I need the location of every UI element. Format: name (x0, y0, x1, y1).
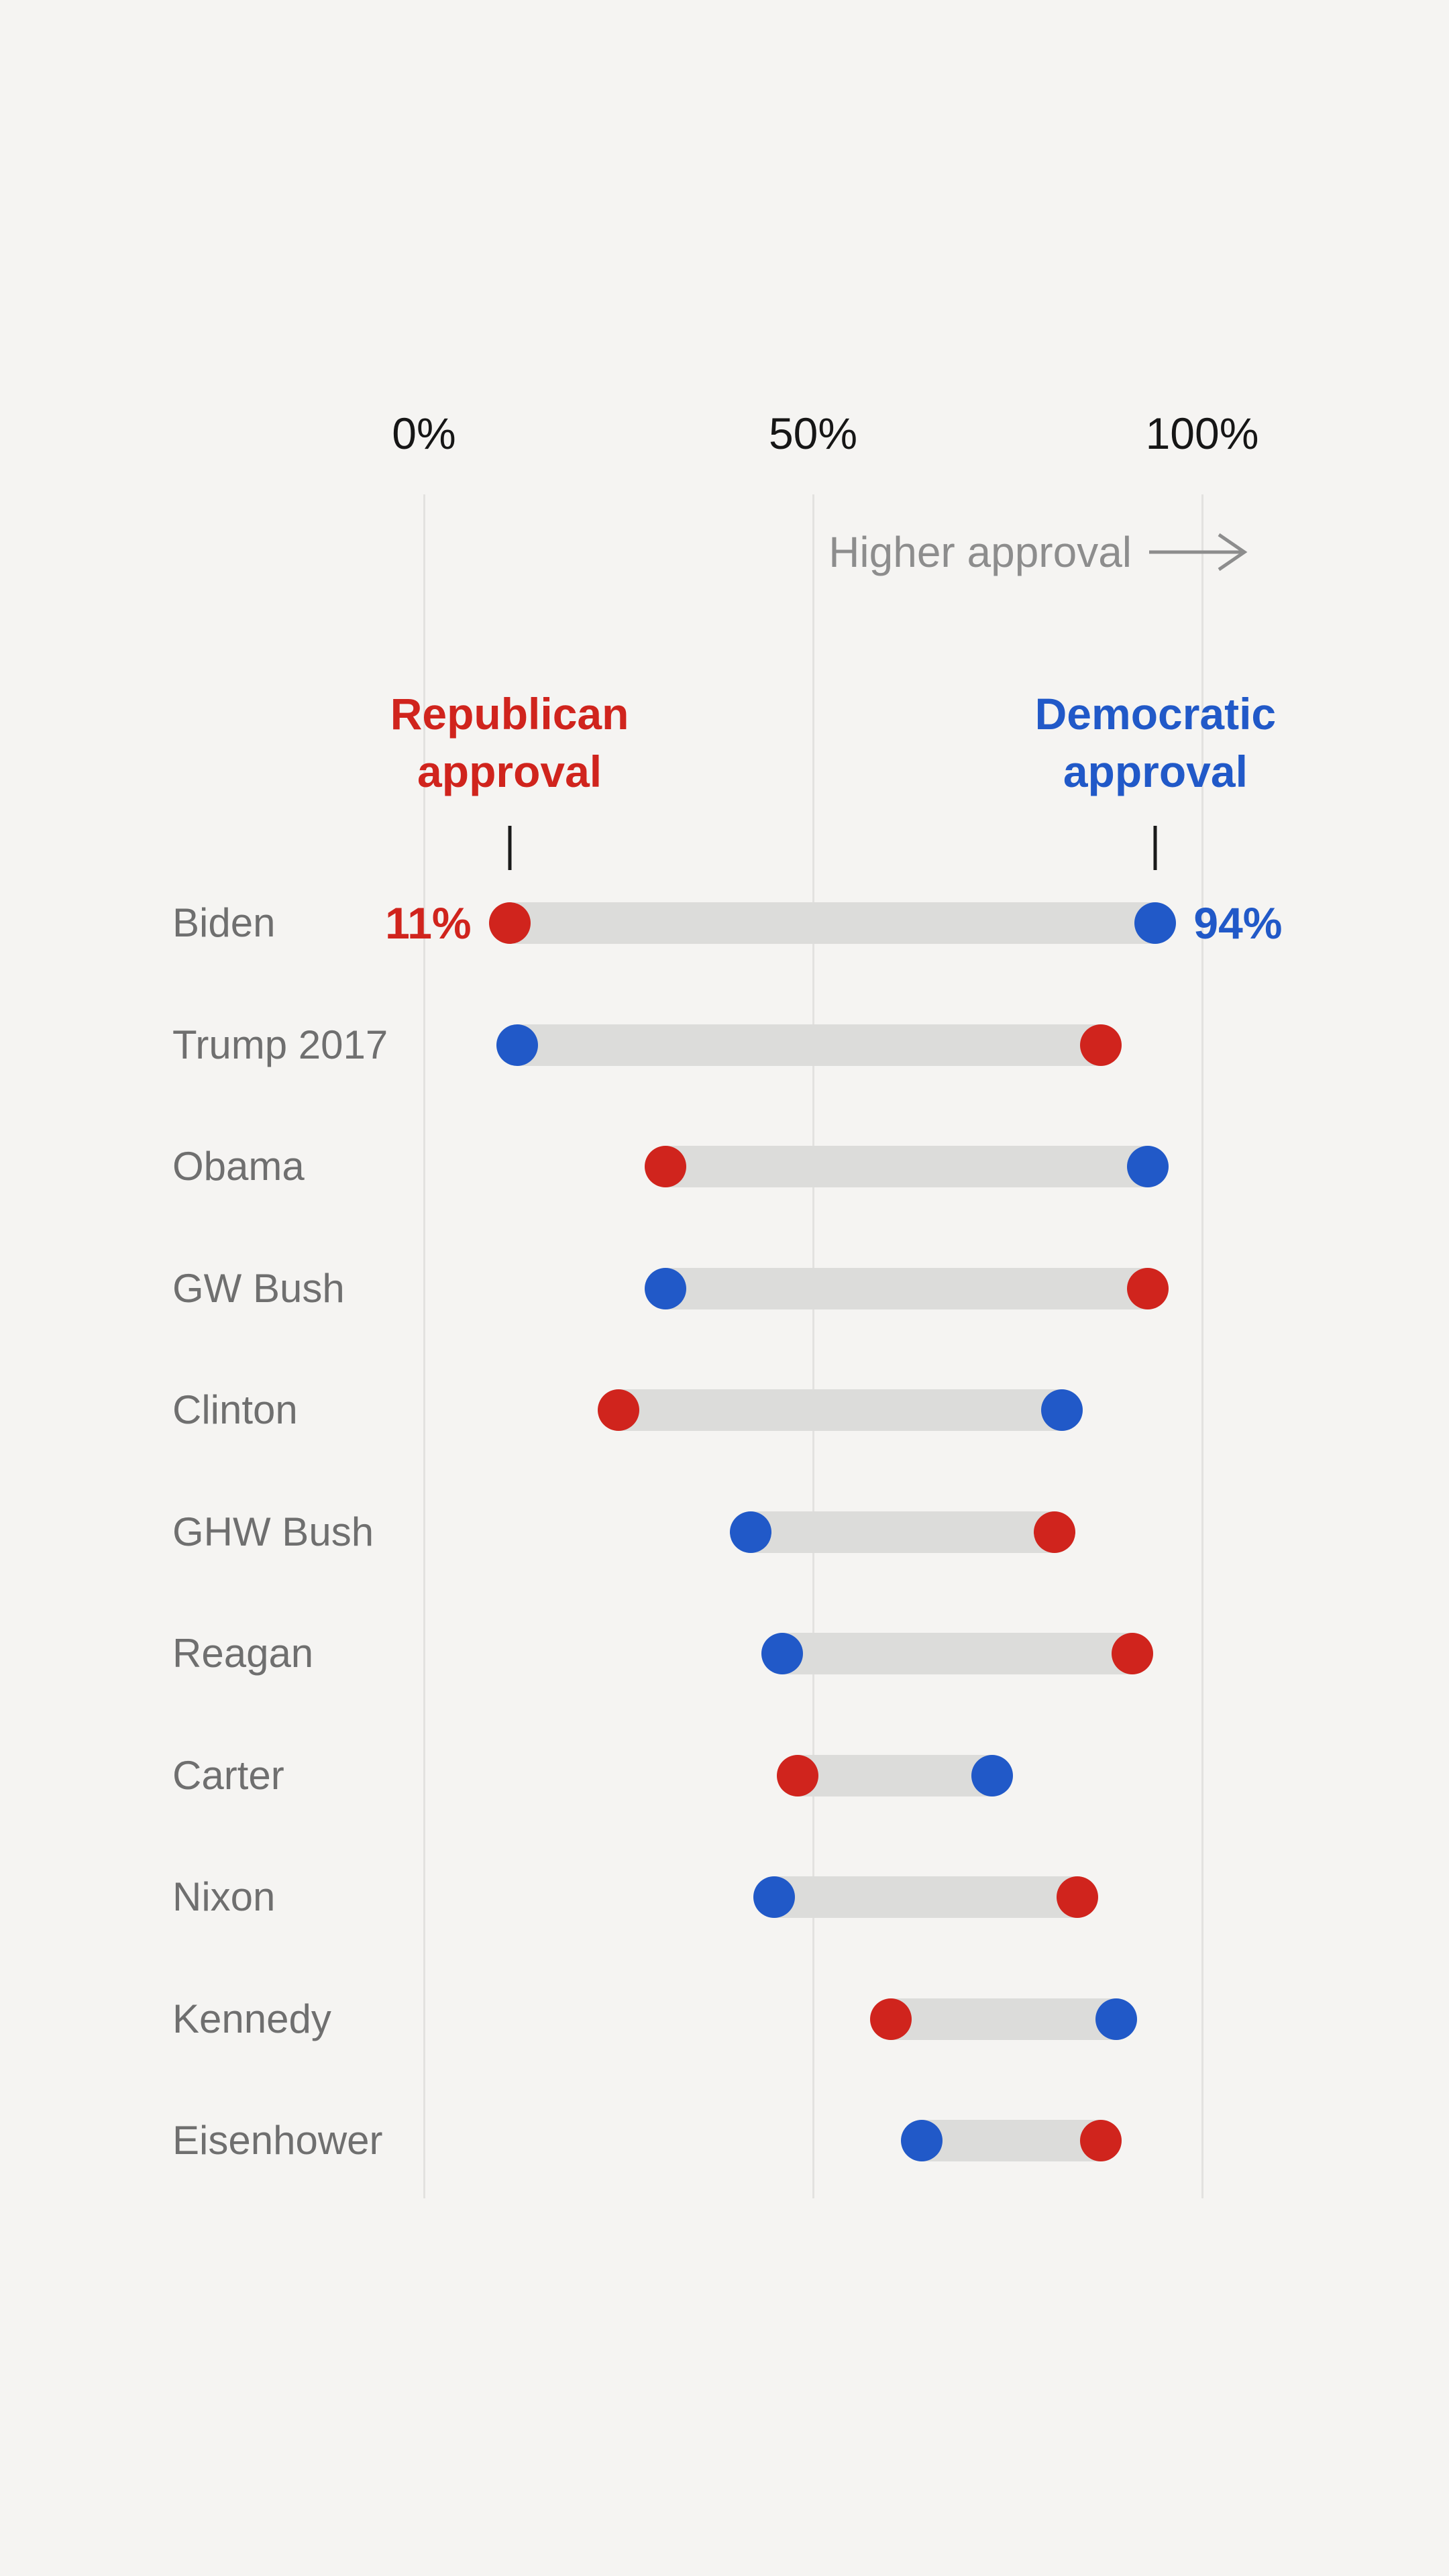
connector-bar (922, 2120, 1102, 2161)
democratic-dot (644, 1267, 686, 1309)
gridline-50pct (812, 494, 814, 2198)
republican-dot (1033, 1511, 1075, 1553)
connector-bar (751, 1511, 1055, 1553)
republican-dot (1126, 1267, 1169, 1309)
republican-dot (488, 902, 531, 944)
president-label: GHW Bush (172, 1509, 374, 1554)
republican-dot (1057, 1876, 1099, 1918)
legend-tick-democratic (1153, 826, 1157, 870)
axis-tick-50pct: 50% (768, 409, 858, 458)
connector-bar (517, 1024, 1102, 1066)
president-label: Obama (172, 1144, 305, 1189)
republican-dot (1111, 1633, 1153, 1674)
right-arrow-icon (1149, 533, 1248, 572)
president-label: Biden (172, 900, 276, 945)
connector-bar (665, 1267, 1148, 1309)
democratic-dot (753, 1876, 795, 1918)
connector-bar (797, 1754, 992, 1796)
republican-dot (776, 1754, 818, 1796)
connector-bar (782, 1633, 1132, 1674)
democratic-dot (730, 1511, 772, 1553)
democratic-dot (1126, 1146, 1169, 1187)
connector-bar (774, 1876, 1078, 1918)
axis-tick-0pct: 0% (392, 409, 456, 458)
republican-dot (1080, 1024, 1122, 1066)
democratic-dot (1134, 902, 1177, 944)
president-label: GW Bush (172, 1265, 345, 1311)
connector-bar (509, 902, 1156, 944)
gridline-0pct (423, 494, 425, 2198)
president-label: Kennedy (172, 1996, 331, 2041)
republican-dot (644, 1146, 686, 1187)
axis-tick-100pct: 100% (1145, 409, 1259, 458)
president-label: Eisenhower (172, 2118, 383, 2163)
legend-democratic-approval: Democratic approval (1034, 689, 1277, 796)
legend-tick-republican (508, 826, 512, 870)
president-label: Clinton (172, 1387, 298, 1432)
connector-bar (891, 1998, 1117, 2040)
republican-dot (870, 1998, 912, 2040)
higher-approval-label: Higher approval (828, 528, 1132, 576)
democratic-dot (761, 1633, 803, 1674)
president-label: Reagan (172, 1631, 314, 1676)
president-label: Carter (172, 1752, 284, 1798)
connector-bar (665, 1146, 1148, 1187)
democratic-dot (971, 1754, 1013, 1796)
legend-republican-approval: Republican approval (390, 689, 629, 796)
higher-approval-annotation: Higher approval (828, 527, 1254, 577)
democratic-dot (1041, 1389, 1083, 1431)
republican-dot (598, 1389, 639, 1431)
republican-dot (1080, 2120, 1122, 2161)
president-label: Nixon (172, 1874, 276, 1919)
president-label: Trump 2017 (172, 1022, 388, 1067)
democratic-value-label: 94% (1193, 898, 1283, 948)
connector-bar (619, 1389, 1063, 1431)
democratic-dot (496, 1024, 539, 1066)
republican-value-label: 11% (385, 898, 472, 948)
gridline-100pct (1201, 494, 1203, 2198)
democratic-dot (1095, 1998, 1138, 2040)
democratic-dot (901, 2120, 943, 2161)
